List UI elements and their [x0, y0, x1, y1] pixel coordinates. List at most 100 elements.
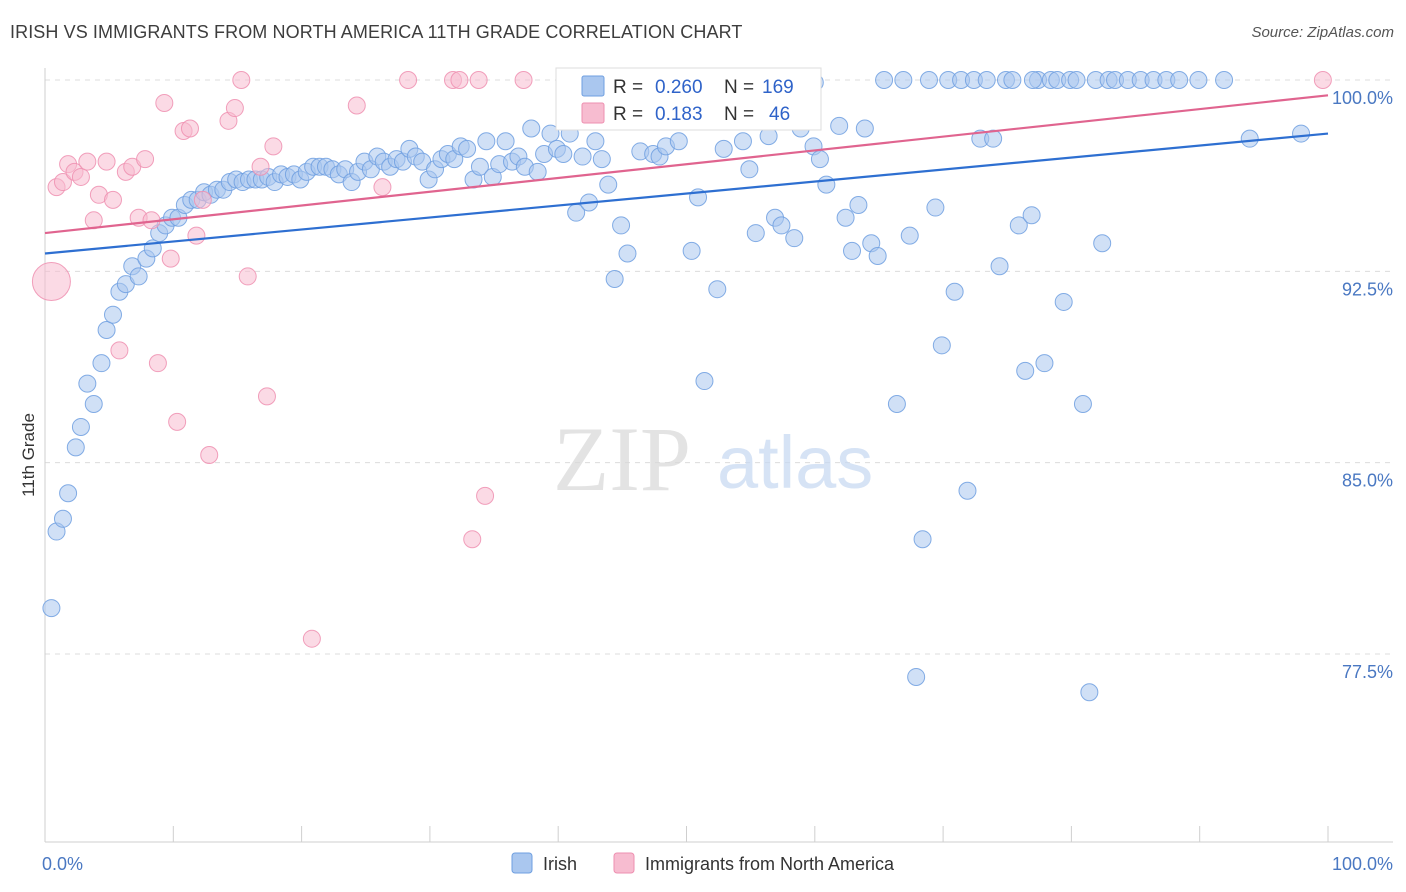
immigrants-point: [53, 173, 72, 192]
legend-n-value-irish: 169: [762, 77, 794, 98]
irish-point: [477, 132, 496, 151]
legend-n-label-immigrants: N =: [724, 104, 754, 125]
irish-point: [932, 336, 951, 355]
irish-point: [496, 132, 515, 151]
legend-r-value-irish: 0.260: [655, 77, 703, 98]
irish-point: [855, 119, 874, 138]
irish-point: [836, 208, 855, 227]
irish-point: [71, 417, 90, 436]
x-ticks: [44, 826, 1329, 842]
irish-point: [42, 599, 61, 618]
irish-point: [541, 124, 560, 143]
series-legend: Irish Immigrants from North America: [511, 852, 895, 874]
immigrants-point: [168, 412, 187, 431]
irish-point: [746, 224, 765, 243]
irish-point: [458, 139, 477, 158]
irish-point: [528, 162, 547, 181]
irish-point: [1067, 71, 1086, 89]
immigrants-point: [238, 267, 257, 286]
irish-point: [1189, 71, 1208, 89]
immigrants-point: [399, 71, 418, 89]
irish-point: [1240, 129, 1259, 148]
immigrants-point: [110, 341, 129, 360]
immigrants-point: [136, 150, 155, 169]
irish-point: [129, 267, 148, 286]
immigrants-point: [347, 96, 366, 115]
irish-point: [772, 216, 791, 235]
immigrants-point: [469, 71, 488, 89]
legend-swatch-irish: [581, 75, 605, 97]
immigrants-point: [476, 486, 495, 505]
watermark: ZIP atlas: [553, 408, 873, 510]
irish-point: [618, 244, 637, 263]
y-axis-title: 11th Grade: [19, 413, 38, 497]
irish-point: [1215, 71, 1234, 89]
chart-title: IRISH VS IMMIGRANTS FROM NORTH AMERICA 1…: [10, 22, 743, 42]
bottom-legend-swatch-irish: [511, 852, 533, 874]
immigrants-point: [97, 152, 116, 171]
y-tick-labels: 100.0% 92.5% 85.0% 77.5%: [1332, 88, 1393, 682]
irish-point: [733, 132, 752, 151]
immigrants-point: [257, 387, 276, 406]
immigrants-point: [1313, 71, 1332, 89]
bottom-legend-swatch-immigrants: [613, 852, 635, 874]
bottom-legend-label-immigrants: Immigrants from North America: [645, 854, 895, 874]
irish-point: [849, 196, 868, 215]
irish-point: [714, 139, 733, 158]
irish-point: [990, 257, 1009, 276]
irish-point: [97, 321, 116, 340]
irish-point: [84, 394, 103, 413]
irish-point: [1093, 234, 1112, 253]
legend-r-label-immigrants: R =: [613, 104, 643, 125]
irish-point: [573, 147, 592, 166]
irish-point: [470, 157, 489, 176]
legend-swatch-immigrants: [581, 102, 605, 124]
x-tick-label-left: 0.0%: [42, 854, 83, 874]
irish-point: [53, 509, 72, 528]
immigrants-point: [450, 71, 469, 89]
immigrants-trend-line: [44, 94, 1329, 235]
immigrants-point: [373, 178, 392, 197]
axes: [44, 68, 1393, 843]
irish-point: [875, 71, 894, 89]
irish-point: [907, 667, 926, 686]
irish-point: [66, 438, 85, 457]
irish-point: [900, 226, 919, 245]
irish-point: [1170, 71, 1189, 89]
irish-point: [682, 241, 701, 260]
y-tick-label: 92.5%: [1342, 279, 1393, 299]
irish-trend-line: [44, 132, 1329, 255]
irish-point: [1035, 354, 1054, 373]
irish-point: [1073, 394, 1092, 413]
immigrants-point: [514, 71, 533, 89]
irish-point: [708, 280, 727, 299]
irish-point: [1023, 71, 1042, 89]
legend-r-label-irish: R =: [613, 77, 643, 98]
y-tick-label: 77.5%: [1342, 662, 1393, 682]
immigrants-point: [148, 354, 167, 373]
immigrants-point: [302, 629, 321, 648]
irish-point: [926, 198, 945, 217]
bottom-legend-label-irish: Irish: [543, 854, 577, 874]
irish-point: [740, 160, 759, 179]
y-tick-label: 100.0%: [1332, 88, 1393, 108]
irish-point: [1009, 216, 1028, 235]
irish-point: [1003, 71, 1022, 89]
immigrants-point: [31, 262, 71, 302]
irish-point: [612, 216, 631, 235]
irish-point: [92, 354, 111, 373]
irish-point: [522, 119, 541, 138]
legend-n-label-irish: N =: [724, 77, 754, 98]
x-tick-label-right: 100.0%: [1332, 854, 1393, 874]
irish-point: [592, 150, 611, 169]
immigrants-point: [187, 226, 206, 245]
stats-legend: R = 0.260 N = 169 R = 0.183 N = 46: [555, 67, 822, 131]
immigrants-point: [232, 71, 251, 89]
irish-point: [843, 241, 862, 260]
irish-point: [977, 71, 996, 89]
immigrants-point: [161, 249, 180, 268]
irish-point: [1080, 683, 1099, 702]
irish-points: [42, 71, 1311, 702]
chart-source: Source: ZipAtlas.com: [1251, 24, 1394, 41]
irish-point: [919, 71, 938, 89]
